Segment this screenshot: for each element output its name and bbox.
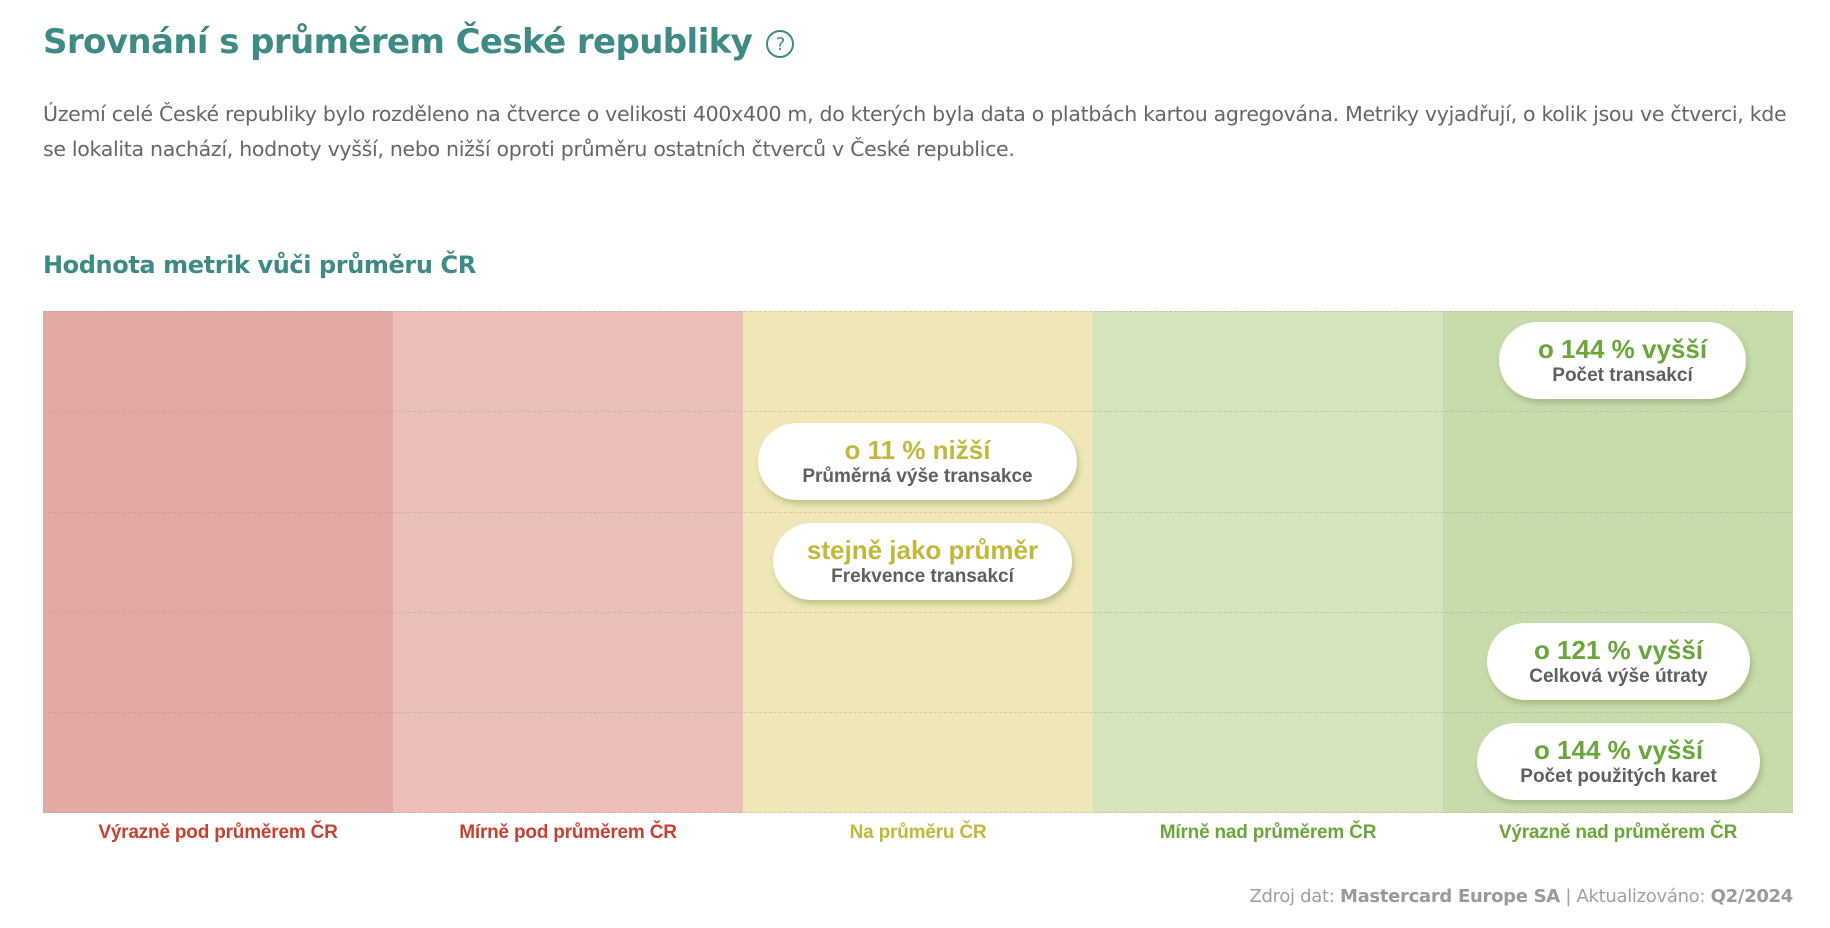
question-circle-icon[interactable]: ?	[766, 30, 795, 58]
section-title: Hodnota metrik vůči průměru ČR	[43, 251, 476, 279]
metric-label: Počet transakcí	[1552, 364, 1693, 386]
gridline	[43, 512, 1793, 513]
metric-value: o 144 % vyšší	[1533, 734, 1704, 765]
metric-label: Frekvence transakcí	[831, 565, 1014, 587]
metric-label: Počet použitých karet	[1520, 765, 1717, 787]
comparison-chart: o 144 % vyšší Počet transakcí o 11 % niž…	[43, 311, 1793, 813]
column-slightly-above	[1093, 311, 1443, 813]
metric-value: o 144 % vyšší	[1537, 333, 1708, 364]
metric-pill-avg-transaction[interactable]: o 11 % nižší Průměrná výše transakce	[758, 423, 1077, 500]
page-title: Srovnání s průměrem České republiky ?	[43, 22, 795, 62]
metric-pill-transaction-count[interactable]: o 144 % vyšší Počet transakcí	[1499, 322, 1746, 399]
metric-pill-transaction-frequency[interactable]: stejně jako průměr Frekvence transakcí	[773, 523, 1072, 600]
axis-label-average: Na průměru ČR	[849, 822, 987, 843]
metric-value: o 121 % vyšší	[1533, 634, 1704, 665]
footer-separator: |	[1565, 886, 1572, 907]
column-slightly-below	[393, 311, 743, 813]
source-label: Zdroj dat:	[1249, 886, 1335, 907]
column-significantly-below	[43, 311, 393, 813]
data-source-footer: Zdroj dat: Mastercard Europe SA | Aktual…	[1249, 886, 1793, 907]
gridline	[43, 712, 1793, 713]
description: Území celé České republiky bylo rozdělen…	[43, 102, 1787, 161]
metric-pill-cards-used[interactable]: o 144 % vyšší Počet použitých karet	[1477, 723, 1760, 800]
metric-value: o 11 % nižší	[844, 434, 991, 465]
updated-label: Aktualizováno:	[1576, 886, 1706, 907]
source-value: Mastercard Europe SA	[1339, 886, 1560, 907]
updated-value: Q2/2024	[1710, 886, 1794, 907]
metric-pill-total-spend[interactable]: o 121 % vyšší Celková výše útraty	[1487, 623, 1750, 700]
gridline	[43, 311, 1793, 312]
metric-label: Celková výše útraty	[1529, 665, 1708, 687]
category-axis: Výrazně pod průměrem ČR Mírně pod průměr…	[43, 822, 1793, 852]
metric-label: Průměrná výše transakce	[802, 465, 1033, 487]
gridline	[43, 612, 1793, 613]
axis-label-slightly-below: Mírně pod průměrem ČR	[459, 822, 677, 843]
axis-label-significantly-below: Výrazně pod průměrem ČR	[98, 822, 338, 843]
page-title-text: Srovnání s průměrem České republiky	[43, 22, 753, 62]
axis-label-slightly-above: Mírně nad průměrem ČR	[1159, 822, 1377, 843]
gridline	[43, 411, 1793, 412]
metric-value: stejně jako průměr	[806, 534, 1039, 565]
axis-label-significantly-above: Výrazně nad průměrem ČR	[1498, 822, 1738, 843]
gridline	[43, 812, 1793, 813]
